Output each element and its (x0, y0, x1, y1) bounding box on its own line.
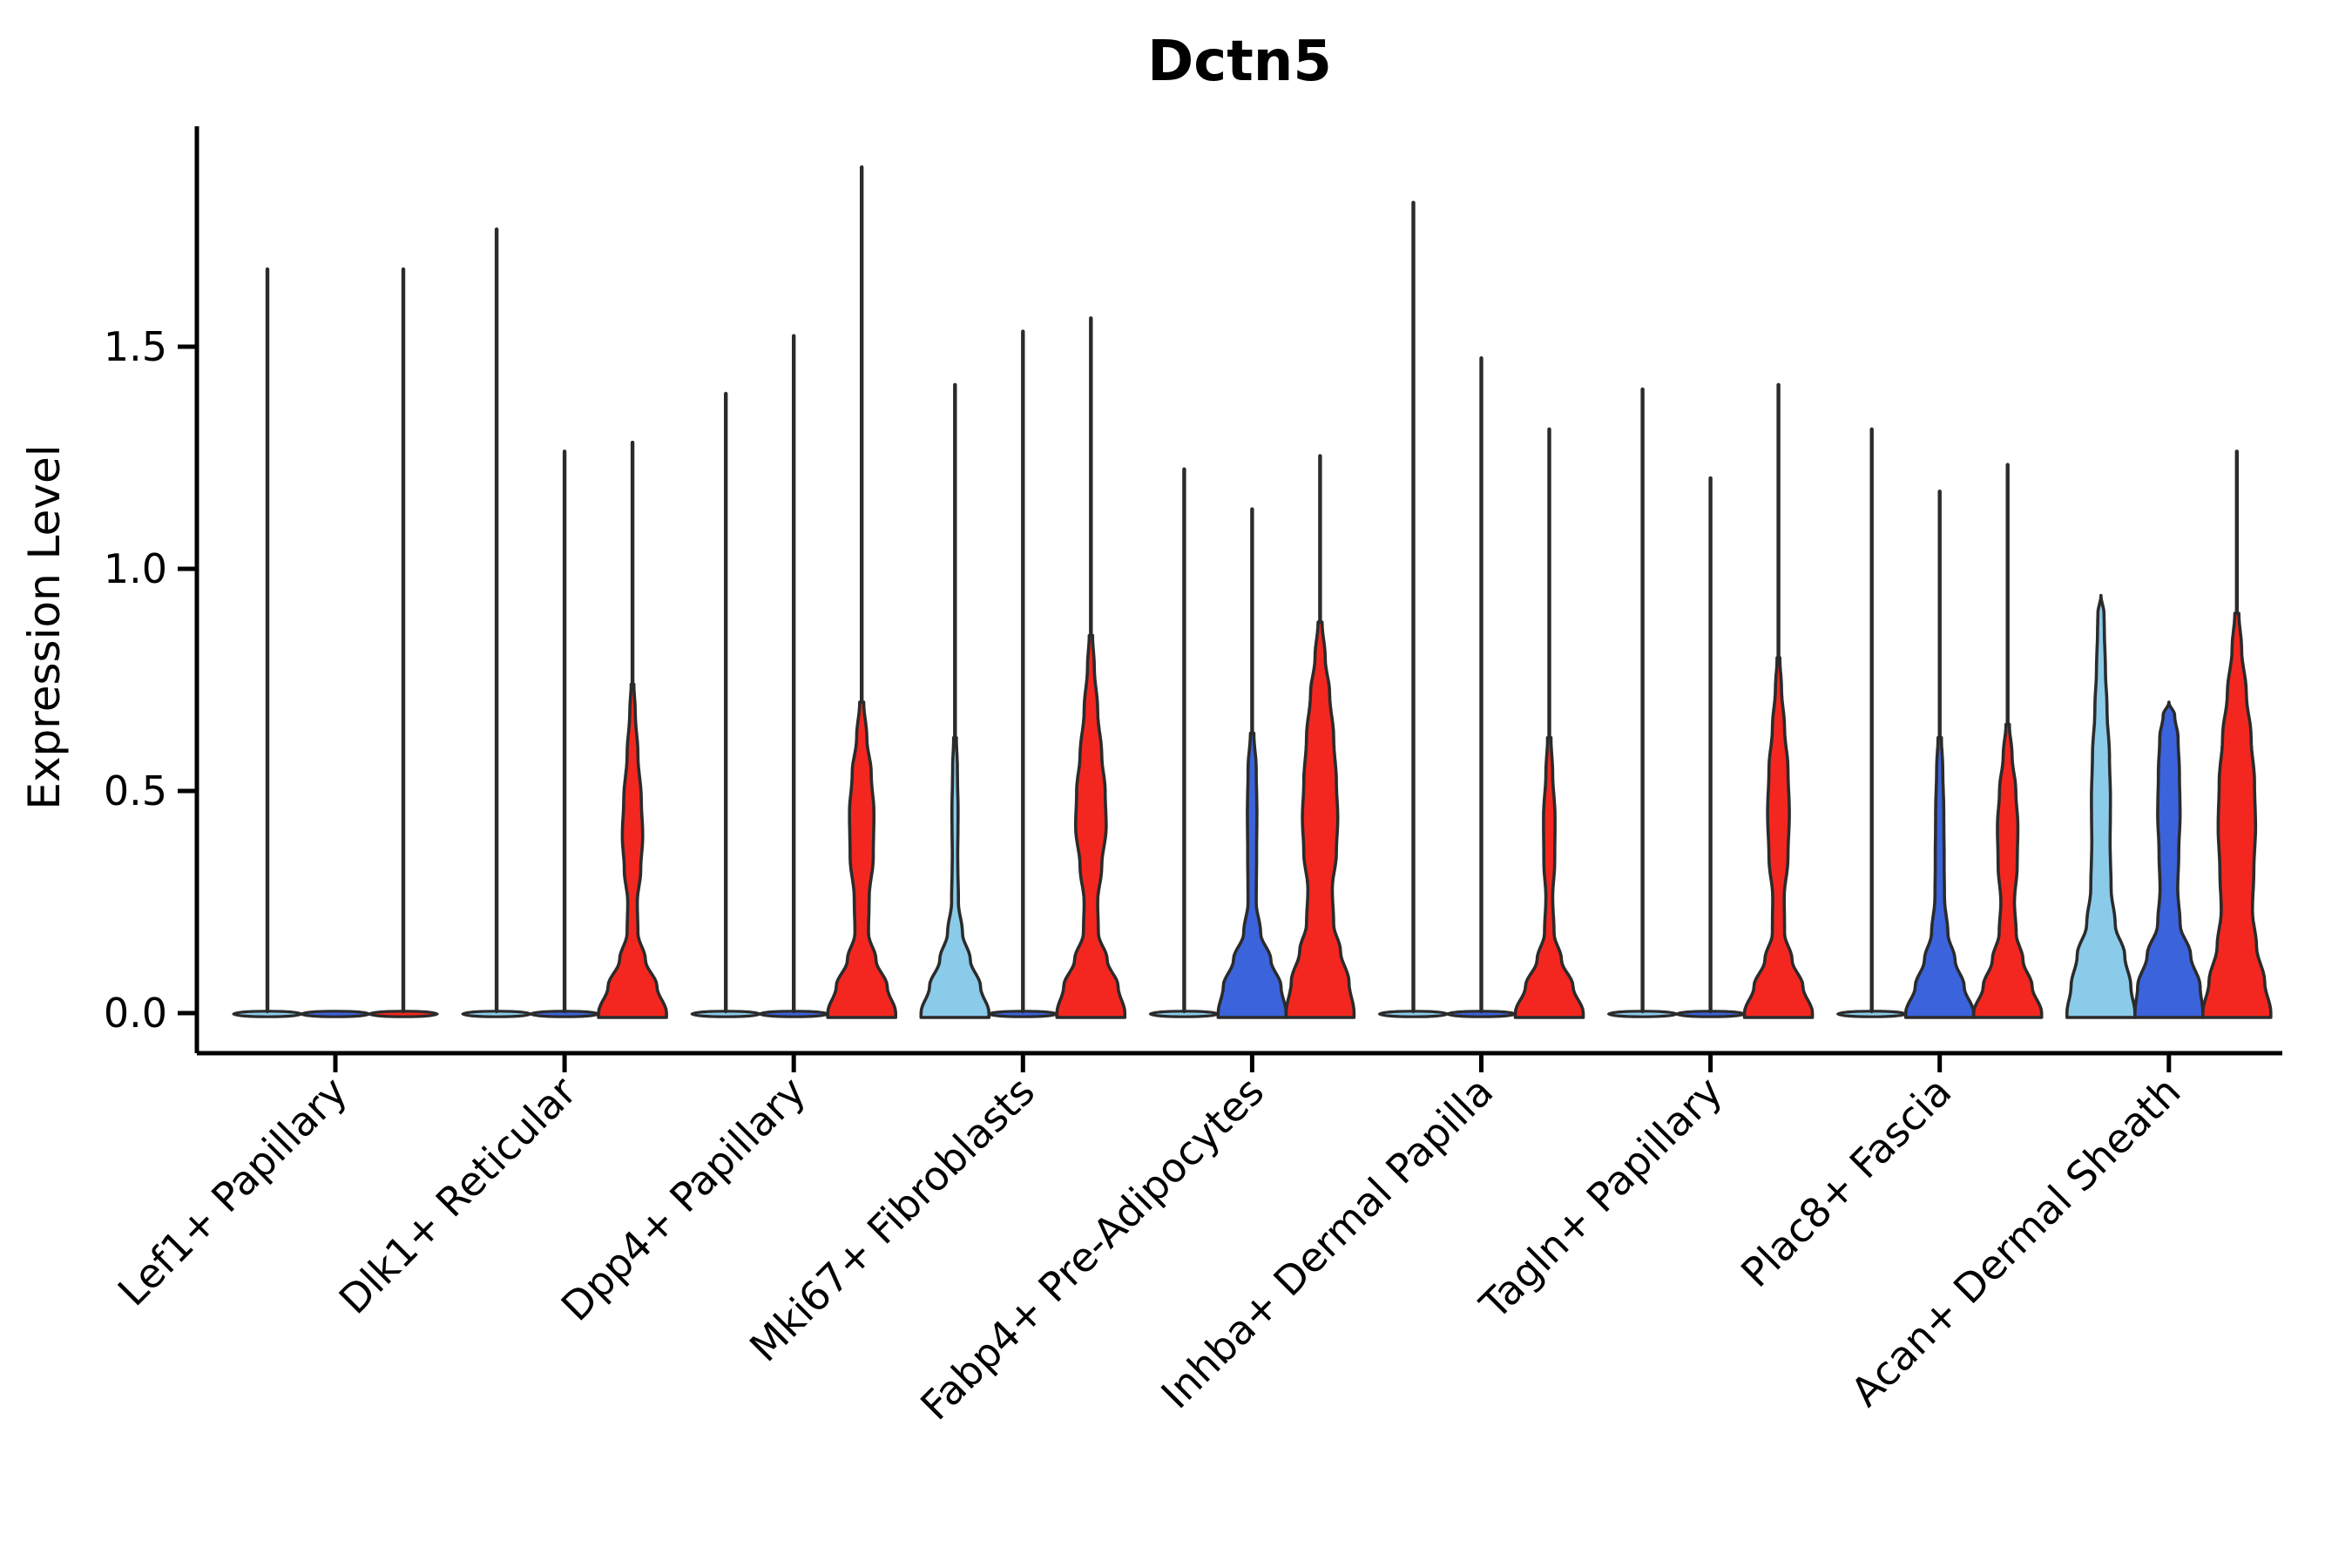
violin-layer (232, 165, 2273, 1019)
violin-body (2065, 593, 2137, 1019)
y-tick-label: 0.0 (104, 990, 167, 1037)
violin-body (826, 700, 897, 1019)
chart-title: Dctn5 (1147, 30, 1332, 94)
y-axis-label: Expression Level (19, 444, 70, 809)
violin-body (2133, 700, 2205, 1019)
y-tick-label: 0.5 (104, 767, 167, 814)
y-tick-label: 1.5 (104, 323, 167, 370)
violin-body (1284, 620, 1356, 1019)
violin-body (2201, 612, 2273, 1019)
y-tick-label: 1.0 (104, 545, 167, 592)
violin-pancake (300, 1010, 371, 1018)
